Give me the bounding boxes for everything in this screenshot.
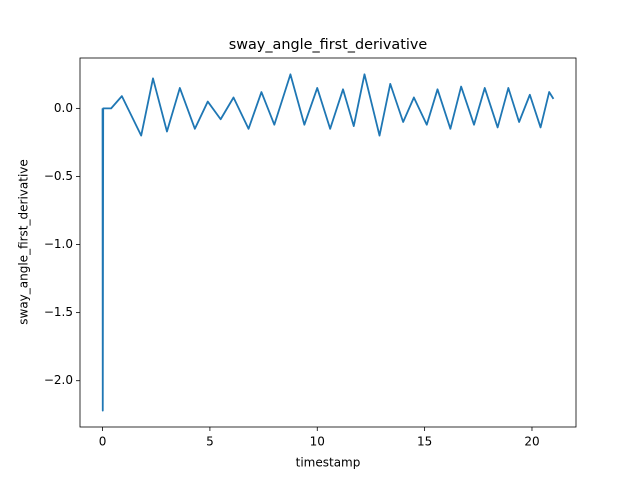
y-tick-label: −1.5 — [44, 305, 73, 319]
x-axis-label: timestamp — [296, 456, 361, 470]
y-tick-label: −1.0 — [44, 237, 73, 251]
x-tick-label: 10 — [310, 435, 325, 449]
data-line — [101, 73, 555, 412]
y-axis-label: sway_angle_first_derivative — [17, 159, 31, 325]
chart-title: sway_angle_first_derivative — [229, 37, 428, 53]
y-tick-label: 0.0 — [54, 101, 73, 115]
y-tick-label: −0.5 — [44, 169, 73, 183]
x-tick-label: 20 — [524, 435, 539, 449]
x-tick-label: 0 — [99, 435, 107, 449]
plot-frame — [79, 57, 577, 428]
x-tick-label: 15 — [417, 435, 432, 449]
y-tick-label: −2.0 — [44, 373, 73, 387]
x-tick-label: 5 — [206, 435, 214, 449]
